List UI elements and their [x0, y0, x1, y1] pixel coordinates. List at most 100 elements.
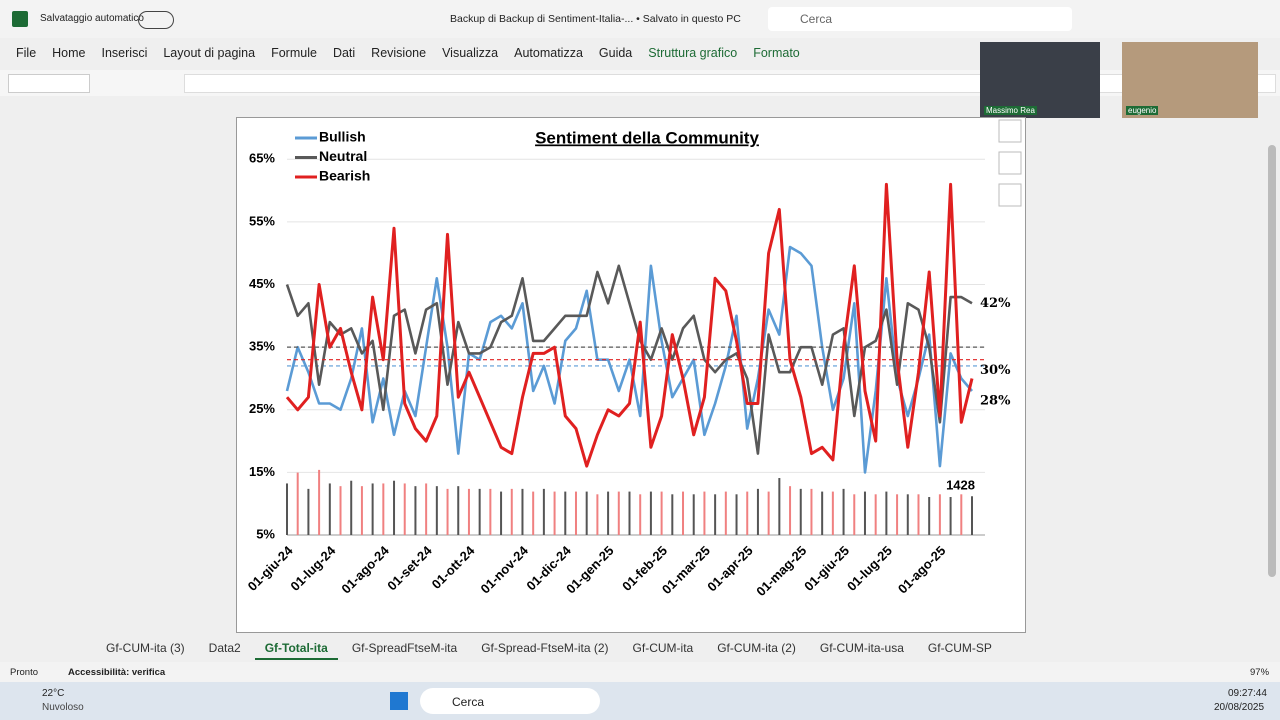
volume-bar	[960, 494, 963, 535]
volume-bar	[660, 491, 663, 535]
volume-bar	[639, 494, 642, 535]
volume-bar	[971, 496, 973, 535]
sheet-tab[interactable]: Gf-CUM-ita	[632, 641, 694, 655]
volume-bar	[724, 491, 727, 535]
volume-bar	[714, 494, 717, 535]
excel-icon	[12, 11, 28, 27]
volume-bar	[671, 494, 674, 535]
volume-bar	[928, 497, 931, 535]
volume-bar	[842, 488, 845, 535]
autosave-toggle[interactable]	[138, 11, 174, 29]
menu-item[interactable]: Automatizza	[514, 46, 583, 60]
menu-item[interactable]: Guida	[598, 46, 633, 60]
x-tick-label: 01-ago-25	[895, 543, 949, 597]
volume-bar	[467, 488, 470, 535]
volume-bar	[457, 486, 460, 535]
menu-item[interactable]: Revisione	[371, 46, 427, 60]
end-label: 30%	[980, 363, 1011, 378]
volume-bar	[339, 486, 342, 535]
sheet-tab[interactable]: Gf-CUM-SP	[927, 641, 992, 655]
volume-bar	[874, 494, 877, 535]
volume-bar	[500, 491, 503, 535]
y-tick-label: 15%	[249, 464, 275, 479]
menu-item[interactable]: Formato	[753, 46, 800, 60]
volume-bar	[896, 494, 899, 535]
volume-bar	[446, 488, 449, 535]
y-tick-label: 25%	[249, 401, 275, 416]
menu-item[interactable]: Struttura grafico	[648, 46, 738, 60]
legend-label: Bearish	[319, 168, 370, 184]
volume-bar	[938, 494, 941, 535]
legend-label: Neutral	[319, 148, 367, 164]
volume-bar	[596, 494, 599, 535]
x-tick-label: 01-nov-24	[477, 542, 531, 596]
start-button[interactable]	[390, 692, 408, 710]
style-button[interactable]	[998, 151, 1022, 175]
volume-bar	[831, 491, 834, 535]
volume-bar	[307, 488, 310, 535]
volume-bar	[296, 472, 299, 535]
menu-item[interactable]: Formule	[271, 46, 317, 60]
y-tick-label: 45%	[249, 276, 275, 291]
volume-bar	[821, 491, 824, 535]
menu-item[interactable]: Layout di pagina	[163, 46, 256, 60]
sheet-tab[interactable]: Data2	[208, 641, 241, 655]
sheet-tab[interactable]: Gf-CUM-ita (2)	[717, 641, 796, 655]
clock-date: 20/08/2025	[1214, 702, 1265, 713]
status-ready: Pronto	[10, 667, 38, 678]
accessibility[interactable]: Accessibilità: verifica	[68, 667, 166, 678]
volume-bar	[425, 483, 428, 535]
end-label: 28%	[980, 393, 1011, 408]
add-element-button[interactable]	[998, 119, 1022, 143]
menu-item[interactable]: File	[16, 46, 37, 60]
volume-bar	[360, 486, 363, 535]
sheet-tabs: Gf-CUM-ita (3) Data2 Gf-Total-ita Gf-Spread…	[96, 638, 1006, 660]
volume-bar	[789, 486, 792, 535]
volume-bar	[489, 488, 492, 535]
search-box[interactable]: Cerca	[768, 7, 1072, 31]
volume-bar	[949, 497, 952, 535]
volume-bar	[799, 488, 802, 535]
x-tick-label: 01-lug-25	[844, 543, 895, 594]
volume-bar	[585, 491, 588, 535]
menu-item[interactable]: Dati	[332, 46, 356, 60]
volume-bar	[532, 491, 535, 535]
sheet-tab[interactable]: Gf-CUM-ita (3)	[106, 641, 185, 655]
menu-item[interactable]: Visualizza	[442, 46, 499, 60]
series-line	[285, 264, 973, 455]
volume-bar	[607, 491, 610, 535]
menu-item[interactable]: Home	[52, 46, 86, 60]
name-box[interactable]	[8, 74, 90, 93]
sheet-tab[interactable]: Gf-CUM-ita-usa	[819, 641, 904, 655]
volume-bar	[682, 491, 685, 535]
y-tick-label: 5%	[256, 526, 275, 541]
x-tick-label: 01-ago-24	[338, 542, 392, 596]
chart: Sentiment della Community 5% 15% 25% 35% 45%…	[236, 117, 1026, 633]
autosave-label: Salvataggio automatico	[40, 13, 144, 24]
x-tick-label: 01-lug-24	[287, 542, 339, 594]
sheet-tab[interactable]: Gf-Total-ita	[254, 638, 338, 660]
formula-input[interactable]	[184, 74, 1276, 93]
x-tick-label: 01-giu-25	[801, 543, 852, 594]
scrollbar[interactable]	[1268, 145, 1276, 577]
sheet-tab[interactable]: Gf-Spread-FtseM-ita (2)	[481, 641, 609, 655]
chart-buttons[interactable]	[998, 119, 1022, 207]
volume-bar	[778, 478, 781, 535]
volume-bar	[478, 488, 481, 535]
zoom-level[interactable]: 97%	[1250, 667, 1270, 678]
sheet-tab[interactable]: Gf-SpreadFtseM-ita	[351, 641, 458, 655]
taskbar: 22°C Nuvoloso Cerca 09:27:44 20/08/2025	[0, 682, 1280, 720]
volume-bar	[574, 491, 577, 535]
taskbar-search[interactable]: Cerca	[420, 688, 600, 714]
participant-name: eugenio	[1126, 106, 1159, 115]
x-tick-label: 01-mag-25	[753, 543, 809, 599]
filter-button[interactable]	[998, 183, 1022, 207]
menu-item[interactable]: Inserisci	[101, 46, 148, 60]
y-tick-label: 35%	[249, 339, 275, 354]
volume-bar	[564, 491, 567, 535]
y-tick-label: 65%	[249, 151, 275, 166]
video-tile: Massimo Rea	[980, 42, 1100, 118]
temperature: 22°C	[42, 688, 65, 699]
x-tick-label: 01-set-24	[384, 542, 435, 593]
